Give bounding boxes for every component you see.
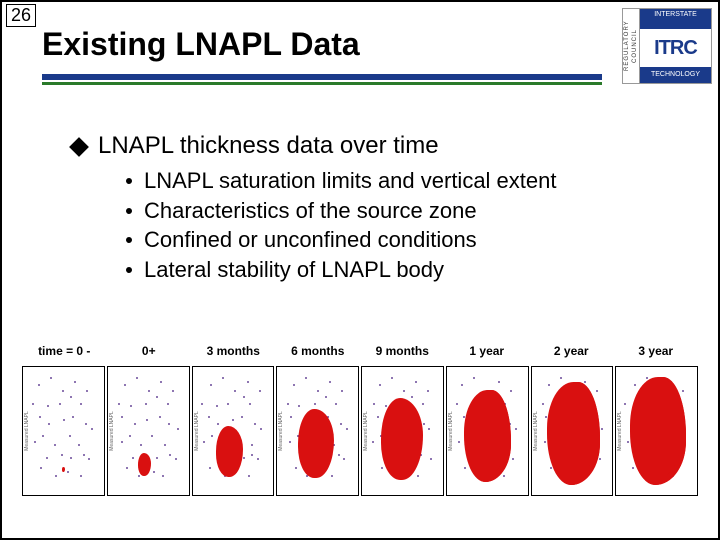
sub-bullet-text: Characteristics of the source zone (144, 196, 477, 226)
logo-top: INTERSTATE (640, 9, 711, 29)
sub-bullet: LNAPL saturation limits and vertical ext… (126, 166, 678, 196)
timeline-label: 9 months (360, 344, 445, 358)
dot-bullet-icon (126, 178, 132, 184)
title-underline (42, 74, 602, 85)
dot-bullet-icon (126, 208, 132, 214)
logo-side-top: REGULATORY (624, 9, 630, 83)
timeline-label: 3 year (614, 344, 699, 358)
main-bullet-text: LNAPL thickness data over time (98, 132, 439, 160)
sub-bullet: Confined or unconfined conditions (126, 225, 678, 255)
slide-title: Existing LNAPL Data (42, 26, 360, 63)
time-panel: Measured LNAPL (446, 366, 529, 496)
logo-side-bot: COUNCIL (632, 9, 638, 83)
time-panel: Measured LNAPL (361, 366, 444, 496)
sub-bullet-text: Confined or unconfined conditions (144, 225, 477, 255)
dot-bullet-icon (126, 237, 132, 243)
time-panel: Measured LNAPL (276, 366, 359, 496)
timeline-label: 1 year (445, 344, 530, 358)
content-area: LNAPL thickness data over time LNAPL sat… (72, 132, 678, 285)
main-bullet: LNAPL thickness data over time (72, 132, 678, 160)
sub-bullet: Characteristics of the source zone (126, 196, 678, 226)
slide: 26 REGULATORY COUNCIL INTERSTATE ITRC TE… (0, 0, 720, 540)
time-panel: Measured LNAPL (615, 366, 698, 496)
page-number: 26 (6, 4, 36, 27)
diamond-bullet-icon (69, 137, 89, 157)
lnapl-blob (630, 377, 687, 485)
time-panel: Measured LNAPL (531, 366, 614, 496)
itrc-logo: REGULATORY COUNCIL INTERSTATE ITRC TECHN… (622, 8, 712, 84)
timeline-labels: time = 0 -0+3 months6 months9 months1 ye… (22, 344, 698, 358)
lnapl-blob (62, 467, 65, 472)
dot-bullet-icon (126, 267, 132, 273)
time-panel: Measured LNAPL (107, 366, 190, 496)
sub-bullet-list: LNAPL saturation limits and vertical ext… (126, 166, 678, 285)
time-panel: Measured LNAPL (22, 366, 105, 496)
scatter-layer (23, 367, 104, 495)
time-series-panels: Measured LNAPLMeasured LNAPLMeasured LNA… (22, 366, 698, 496)
logo-mid: ITRC (640, 29, 711, 67)
lnapl-blob (547, 382, 600, 484)
sub-bullet: Lateral stability of LNAPL body (126, 255, 678, 285)
timeline-label: 3 months (191, 344, 276, 358)
timeline-label: time = 0 - (22, 344, 107, 358)
logo-bot: TECHNOLOGY (640, 67, 711, 83)
sub-bullet-text: LNAPL saturation limits and vertical ext… (144, 166, 557, 196)
time-panel: Measured LNAPL (192, 366, 275, 496)
timeline-label: 0+ (107, 344, 192, 358)
timeline-label: 6 months (276, 344, 361, 358)
scatter-layer (108, 367, 189, 495)
timeline-label: 2 year (529, 344, 614, 358)
sub-bullet-text: Lateral stability of LNAPL body (144, 255, 444, 285)
lnapl-blob (464, 390, 511, 482)
